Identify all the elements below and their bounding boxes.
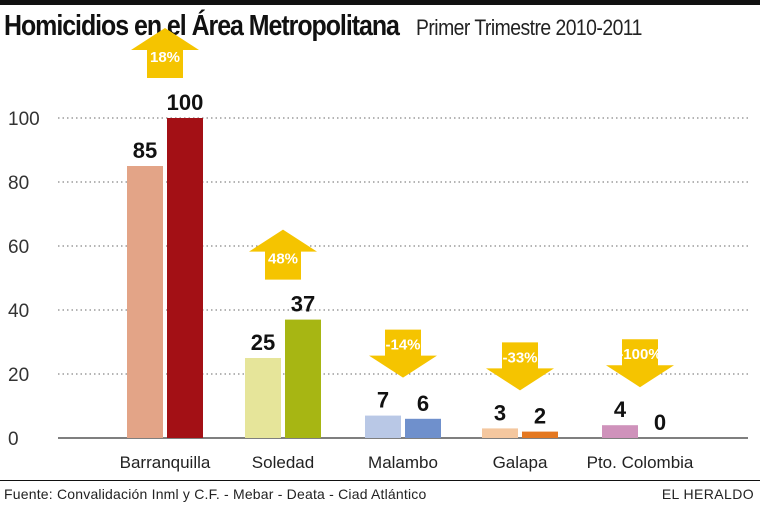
arrow-down-icon (486, 342, 554, 391)
value-label: 3 (494, 400, 506, 425)
category-label: Galapa (493, 453, 548, 472)
value-label: 2 (534, 404, 546, 429)
change-label: -33% (502, 349, 537, 366)
arrow-down-icon (369, 329, 437, 378)
y-tick-label: 100 (8, 109, 40, 130)
x-axis-labels: Barranquilla Soledad Malambo Galapa Pto. Col… (120, 453, 694, 472)
value-label: 85 (133, 138, 157, 163)
y-tick-label: 0 (8, 429, 19, 450)
bars: 85 100 25 37 7 6 3 2 4 0 (127, 90, 666, 438)
category-label: Pto. Colombia (587, 453, 694, 472)
chart-title: Homicidios en el Área Metropolitana (4, 10, 400, 42)
bar (245, 358, 281, 438)
value-label: 7 (377, 388, 389, 413)
bar (365, 415, 401, 438)
publisher-brand: EL HERALDO (661, 486, 754, 502)
value-label: 37 (291, 292, 315, 317)
value-label: 0 (654, 410, 666, 435)
bar (127, 166, 163, 438)
title-row: Homicidios en el Área Metropolitana Prim… (4, 10, 756, 54)
category-label: Malambo (368, 453, 438, 472)
bar (167, 118, 203, 438)
arrow-up-icon (131, 28, 199, 78)
change-label: -14% (385, 337, 420, 354)
change-label: -100% (618, 346, 661, 363)
value-label: 100 (167, 90, 204, 115)
category-label: Barranquilla (120, 453, 211, 472)
arrow-up-icon (249, 229, 317, 280)
footer-rule (0, 480, 760, 481)
bar (522, 431, 558, 438)
y-axis-ticks: 0 20 40 60 80 100 (8, 109, 40, 450)
bar (602, 425, 638, 438)
value-label: 6 (417, 391, 429, 416)
y-tick-label: 40 (8, 301, 29, 322)
y-tick-label: 80 (8, 173, 29, 194)
value-label: 4 (614, 397, 627, 422)
bar (482, 428, 518, 438)
category-label: Soledad (252, 453, 314, 472)
bar (285, 319, 321, 438)
chart-subtitle: Primer Trimestre 2010-2011 (415, 15, 642, 40)
bar (405, 418, 441, 438)
arrow-down-icon (606, 339, 674, 388)
y-tick-label: 60 (8, 237, 29, 258)
y-tick-label: 20 (8, 365, 29, 386)
change-arrows: 18% 48% -14% -33% -100% (131, 28, 674, 391)
change-label: 48% (268, 251, 298, 268)
change-label: 18% (150, 49, 180, 66)
top-rule (0, 0, 760, 5)
value-label: 25 (251, 330, 275, 355)
source-note: Fuente: Convalidación Inml y C.F. - Meba… (4, 486, 427, 502)
